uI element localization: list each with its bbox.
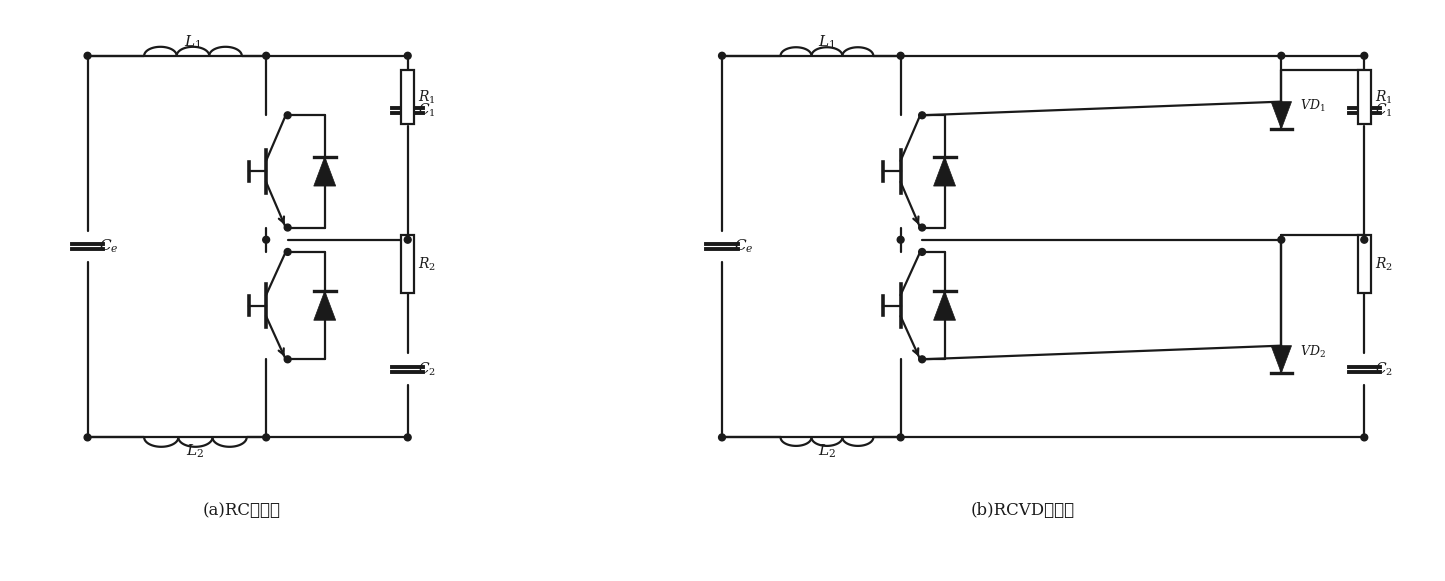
Circle shape bbox=[919, 249, 926, 256]
Bar bbox=[1358, 235, 1371, 293]
Circle shape bbox=[405, 236, 412, 243]
Text: (a)RC吸收型: (a)RC吸收型 bbox=[202, 502, 280, 519]
Text: $C_1$: $C_1$ bbox=[419, 102, 436, 119]
Bar bbox=[402, 235, 415, 293]
Circle shape bbox=[897, 52, 905, 59]
Text: $L_2$: $L_2$ bbox=[186, 442, 204, 460]
Circle shape bbox=[897, 236, 905, 243]
Circle shape bbox=[405, 434, 412, 441]
Circle shape bbox=[718, 434, 725, 441]
Polygon shape bbox=[933, 291, 955, 320]
Circle shape bbox=[1361, 236, 1368, 243]
Circle shape bbox=[285, 356, 290, 363]
Polygon shape bbox=[1272, 346, 1292, 373]
Circle shape bbox=[919, 112, 926, 119]
Text: (b)RCVD吸收型: (b)RCVD吸收型 bbox=[971, 502, 1075, 519]
Circle shape bbox=[263, 236, 270, 243]
Circle shape bbox=[919, 356, 926, 363]
Text: $R_1$: $R_1$ bbox=[419, 88, 436, 106]
Circle shape bbox=[285, 249, 290, 256]
Bar bbox=[402, 70, 415, 124]
Circle shape bbox=[84, 52, 91, 59]
Text: $L_1$: $L_1$ bbox=[184, 33, 202, 51]
Text: $C_e$: $C_e$ bbox=[100, 238, 118, 255]
Circle shape bbox=[263, 52, 270, 59]
Text: $R_2$: $R_2$ bbox=[1374, 256, 1393, 273]
Polygon shape bbox=[933, 157, 955, 186]
Circle shape bbox=[1361, 434, 1368, 441]
Circle shape bbox=[285, 112, 290, 119]
Polygon shape bbox=[1272, 102, 1292, 129]
Circle shape bbox=[718, 52, 725, 59]
Circle shape bbox=[263, 434, 270, 441]
Text: $C_1$: $C_1$ bbox=[1376, 102, 1393, 119]
Circle shape bbox=[1361, 52, 1368, 59]
Bar bbox=[1358, 70, 1371, 124]
Circle shape bbox=[1277, 236, 1285, 243]
Circle shape bbox=[405, 52, 412, 59]
Polygon shape bbox=[314, 291, 335, 320]
Text: $C_2$: $C_2$ bbox=[1374, 360, 1393, 378]
Circle shape bbox=[919, 224, 926, 231]
Circle shape bbox=[897, 434, 905, 441]
Circle shape bbox=[1277, 52, 1285, 59]
Circle shape bbox=[285, 224, 290, 231]
Text: $L_1$: $L_1$ bbox=[818, 33, 835, 51]
Text: $VD_1$: $VD_1$ bbox=[1300, 98, 1325, 113]
Text: $VD_2$: $VD_2$ bbox=[1299, 343, 1325, 360]
Text: $R_2$: $R_2$ bbox=[418, 256, 436, 273]
Text: $R_1$: $R_1$ bbox=[1376, 88, 1393, 106]
Text: $C_e$: $C_e$ bbox=[734, 238, 753, 255]
Polygon shape bbox=[314, 157, 335, 186]
Text: $L_2$: $L_2$ bbox=[818, 442, 837, 460]
Text: $C_2$: $C_2$ bbox=[418, 360, 436, 378]
Circle shape bbox=[84, 434, 91, 441]
